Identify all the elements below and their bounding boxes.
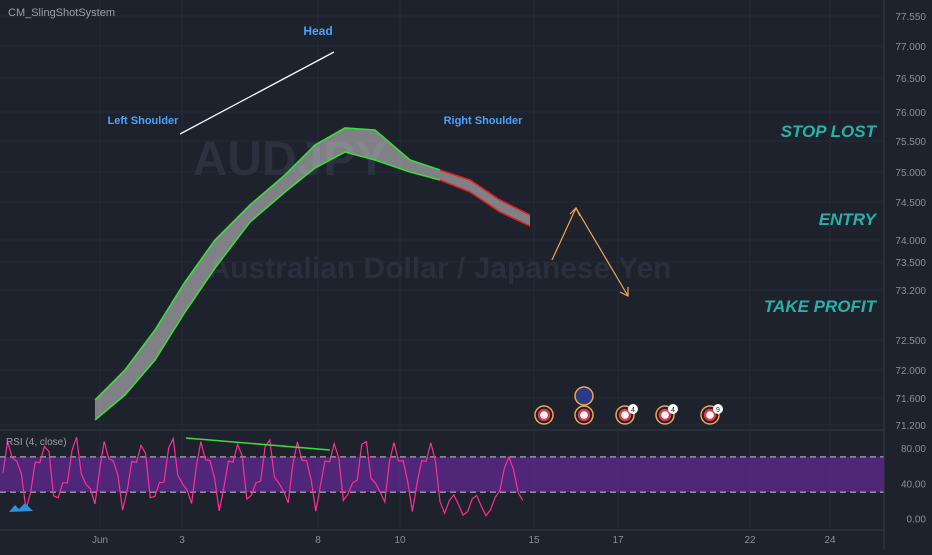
price-tick-label: 72.500: [895, 336, 926, 347]
time-tick-label: Jun: [92, 535, 108, 546]
event-marker-core: [537, 408, 551, 422]
grid: [0, 429, 932, 531]
price-tick-label: 73.500: [895, 258, 926, 269]
ma-fast-line: [94, 127, 441, 401]
ma-slow-line-red: [439, 179, 531, 227]
time-tick-label: 17: [612, 535, 624, 546]
time-tick-label: 10: [394, 535, 406, 546]
price-tick-label: 76.500: [895, 74, 926, 85]
price-tick-label: 76.000: [895, 108, 926, 119]
time-tick-label: 15: [528, 535, 540, 546]
rsi-divergence-line: [185, 437, 331, 451]
moving-average-ribbon: [94, 127, 531, 421]
price-tick-label: 74.500: [895, 198, 926, 209]
tradingview-logo: [9, 503, 33, 512]
pattern-annotations: Head Left Shoulder Right Shoulder STOP LOST…: [108, 24, 878, 316]
time-tick-label: 3: [179, 535, 185, 546]
left-shoulder-label: Left Shoulder: [108, 115, 180, 127]
right-shoulder-label: Right Shoulder: [444, 115, 524, 127]
indicator-label: CM_SlingShotSystem: [8, 7, 115, 19]
neck-trend-line: [179, 51, 335, 135]
take-profit-label: TAKE PROFIT: [764, 297, 878, 316]
watermark-name: Australian Dollar / Japanese Yen: [209, 252, 672, 285]
stop-lost-label: STOP LOST: [781, 122, 878, 141]
price-tick-label: 75.500: [895, 137, 926, 148]
time-axis: Jun 3 8 10 15 17 22 24: [92, 535, 836, 546]
event-count: 4: [671, 407, 675, 414]
price-tick-label: 75.000: [895, 168, 926, 179]
economic-event-markers: 4 4 9: [534, 386, 723, 425]
price-tick-label: 77.000: [895, 42, 926, 53]
event-count-badge: [628, 404, 638, 414]
ma-fast-line-red: [439, 169, 531, 216]
event-count-badge: [668, 404, 678, 414]
event-marker-core: [658, 408, 672, 422]
flag-event-icon: [574, 386, 594, 406]
event-marker-core: [577, 408, 591, 422]
price-tick-label: 73.200: [895, 286, 926, 297]
rsi-tick-label: 40.00: [901, 479, 926, 490]
price-tick-label: 77.550: [895, 12, 926, 23]
rsi-tick-label: 0.00: [907, 515, 927, 526]
event-marker-core: [618, 408, 632, 422]
price-tick-label: 74.000: [895, 236, 926, 247]
head-label: Head: [303, 24, 332, 38]
rsi-pane: [0, 436, 884, 517]
rsi-tick-label: 80.00: [901, 444, 926, 455]
ma-slow-line: [94, 151, 441, 421]
event-count: 4: [631, 407, 635, 414]
entry-label: ENTRY: [819, 210, 878, 229]
projection-arrow-head: [569, 206, 581, 217]
projection-arrow-head: [619, 287, 629, 297]
event-count-badge: [713, 404, 723, 414]
event-count: 9: [716, 407, 720, 414]
price-axis-bg: [884, 0, 932, 550]
price-tick-label: 71.200: [895, 421, 926, 432]
price-tick-label: 71.600: [895, 394, 926, 405]
time-tick-label: 8: [315, 535, 321, 546]
trade-box: [551, 206, 629, 297]
time-tick-label: 24: [824, 535, 836, 546]
price-axis: 77.550 77.000 76.500 76.000 75.500 75.000 74.5…: [883, 0, 932, 550]
price-tick-label: 72.000: [895, 366, 926, 377]
rsi-line: [2, 436, 524, 517]
rsi-indicator-label: RSI (4, close): [6, 437, 67, 448]
event-marker-core: [703, 408, 717, 422]
time-tick-label: 22: [744, 535, 756, 546]
